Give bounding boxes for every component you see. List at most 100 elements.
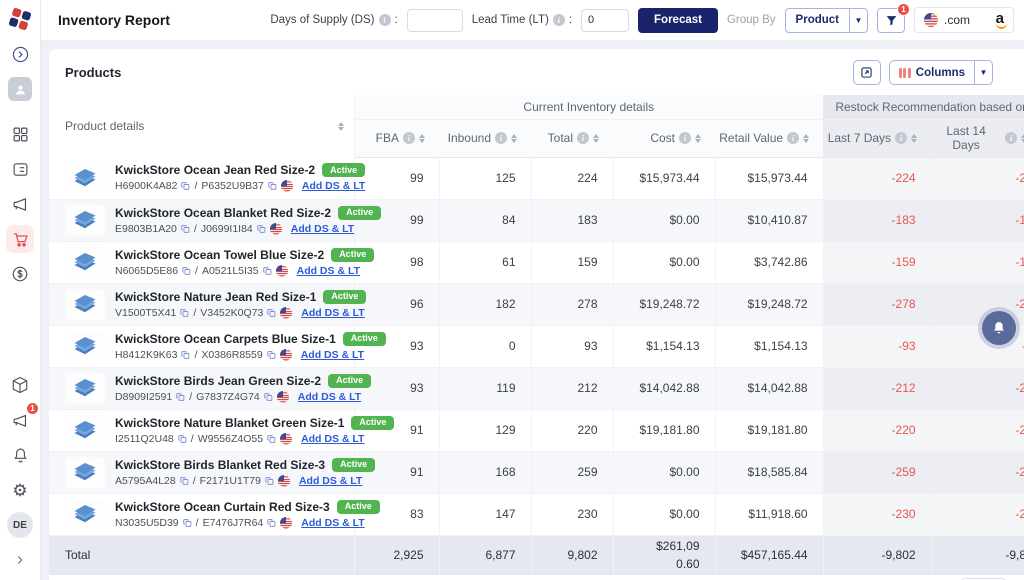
floating-notifications-button[interactable] <box>982 311 1016 345</box>
sidebar-collapse-icon[interactable] <box>6 546 34 574</box>
table-row[interactable]: KwickStore Birds Jean Green Size-2 Activ… <box>49 367 1024 410</box>
copy-icon[interactable] <box>182 518 192 528</box>
copy-icon[interactable] <box>181 181 190 191</box>
bell-icon <box>994 322 1004 334</box>
total-row: Total 2,925 6,877 9,802 $261,090.60 $457… <box>49 535 1024 575</box>
column-header-inbound[interactable]: Inbound i <box>439 119 531 158</box>
user-avatar-icon[interactable] <box>6 75 34 103</box>
inventory-cart-icon[interactable] <box>6 225 34 253</box>
us-flag-icon <box>280 180 293 193</box>
product-sku: W9556Z4O55 <box>197 432 264 445</box>
copy-icon[interactable] <box>178 434 187 444</box>
column-header-cost[interactable]: Cost i <box>613 119 715 158</box>
last-7-days-value: -159 <box>822 241 932 284</box>
add-ds-lt-link[interactable]: Add DS & LT <box>301 306 365 319</box>
table-row[interactable]: KwickStore Ocean Carpets Blue Size-1 Act… <box>49 325 1024 368</box>
column-header-product-details[interactable]: Product details <box>49 95 355 157</box>
column-header-fba[interactable]: FBA i <box>354 119 439 158</box>
copy-icon[interactable] <box>181 350 190 360</box>
copy-icon[interactable] <box>267 434 276 444</box>
table-row[interactable]: KwickStore Ocean Jean Red Size-2 Active … <box>49 157 1024 200</box>
product-asin: V1500T5X41 <box>115 306 177 319</box>
total-label: Total <box>49 535 354 575</box>
copy-icon[interactable] <box>262 266 272 276</box>
status-badge: Active <box>342 331 386 346</box>
table-row[interactable]: KwickStore Nature Jean Red Size-1 Active… <box>49 283 1024 326</box>
export-button[interactable] <box>852 60 881 85</box>
add-ds-lt-link[interactable]: Add DS & LT <box>297 390 362 403</box>
add-ds-lt-link[interactable]: Add DS & LT <box>296 264 360 277</box>
copy-icon[interactable] <box>181 224 190 234</box>
forecast-button[interactable]: Forecast <box>638 7 718 33</box>
product-asin: E9803B1A20 <box>115 222 177 235</box>
cost-value: $0.00 <box>612 199 715 242</box>
table-row[interactable]: KwickStore Ocean Towel Blue Size-2 Activ… <box>49 241 1024 284</box>
settings-gear-icon[interactable]: ⚙ <box>12 480 28 500</box>
retail-value: $18,585.84 <box>714 451 824 494</box>
add-ds-lt-link[interactable]: Add DS & LT <box>300 348 365 361</box>
copy-icon[interactable] <box>267 350 276 360</box>
table-row[interactable]: KwickStore Birds Blanket Red Size-3 Acti… <box>49 451 1024 494</box>
copy-icon[interactable] <box>182 266 191 276</box>
group-by-select[interactable]: Product ▼ <box>784 7 868 33</box>
product-image <box>65 414 105 446</box>
columns-button[interactable]: Columns ▼ <box>888 60 993 85</box>
table-row[interactable]: KwickStore Ocean Curtain Red Size-3 Acti… <box>49 493 1024 536</box>
advertising-icon[interactable] <box>6 190 34 218</box>
copy-icon[interactable] <box>257 224 266 234</box>
status-badge: Active <box>331 247 375 262</box>
status-badge: Active <box>328 373 372 388</box>
copy-icon[interactable] <box>265 476 274 486</box>
copy-icon[interactable] <box>180 476 189 486</box>
product-image <box>65 330 105 362</box>
add-ds-lt-link[interactable]: Add DS & LT <box>301 180 366 193</box>
announcements-icon[interactable]: 1 <box>6 402 39 434</box>
info-icon[interactable]: i <box>378 14 391 26</box>
sort-icon[interactable] <box>337 121 344 131</box>
dashboard-icon[interactable] <box>6 120 34 148</box>
us-flag-icon <box>269 222 282 235</box>
marketplace-domain: .com <box>944 13 971 27</box>
column-header-last-14-days[interactable]: Last 14 Days i <box>931 119 1024 158</box>
listings-icon[interactable] <box>6 155 34 183</box>
add-ds-lt-link[interactable]: Add DS & LT <box>301 432 365 445</box>
copy-icon[interactable] <box>267 518 276 528</box>
marketplace-selector[interactable]: .com a <box>914 7 1014 33</box>
table-row[interactable]: KwickStore Ocean Blanket Red Size-2 Acti… <box>49 199 1024 242</box>
table-row[interactable]: KwickStore Nature Blanket Green Size-1 A… <box>49 409 1024 452</box>
last-7-days-value: -230 <box>822 493 932 536</box>
product-image <box>65 288 105 320</box>
total-value: 224 <box>530 157 613 200</box>
info-icon[interactable]: i <box>552 14 565 26</box>
user-initials-avatar[interactable]: DE <box>6 511 34 539</box>
add-ds-lt-link[interactable]: Add DS & LT <box>290 222 355 235</box>
product-asin: H6900K4A82 <box>115 180 178 193</box>
copy-icon[interactable] <box>264 392 273 402</box>
cost-value: $0.00 <box>612 241 715 284</box>
add-ds-lt-link[interactable]: Add DS & LT <box>298 474 363 487</box>
copy-icon[interactable] <box>180 308 189 318</box>
group-header-restock-recommendation: Restock Recommendation based on <box>823 95 1024 120</box>
column-header-retail-value[interactable]: Retail Value i <box>715 119 824 158</box>
product-name: KwickStore Nature Blanket Green Size-1 <box>115 415 345 430</box>
retail-value: $1,154.13 <box>714 325 824 368</box>
days-of-supply-input[interactable] <box>406 8 463 32</box>
lead-time-input[interactable] <box>581 8 630 32</box>
copy-icon[interactable] <box>267 308 276 318</box>
product-asin: D8909I2591 <box>115 390 173 403</box>
last-7-days-value: -278 <box>822 283 932 326</box>
finance-icon[interactable] <box>6 260 34 288</box>
add-ds-lt-link[interactable]: Add DS & LT <box>301 516 365 529</box>
copy-icon[interactable] <box>176 392 185 402</box>
column-header-total[interactable]: Total i <box>531 119 613 158</box>
notifications-bell-icon[interactable] <box>6 441 34 469</box>
column-header-last-7-days[interactable]: Last 7 Days i <box>823 119 932 158</box>
copy-icon[interactable] <box>268 181 277 191</box>
filter-button[interactable]: 1 <box>877 2 910 33</box>
retail-value: $14,042.88 <box>714 367 824 410</box>
retail-value: $15,973.44 <box>714 157 824 200</box>
retail-value: $19,248.72 <box>714 283 824 326</box>
sidebar-expand-icon[interactable] <box>6 40 34 68</box>
total-inbound: 6,877 <box>438 535 531 575</box>
package-icon[interactable] <box>6 371 34 399</box>
